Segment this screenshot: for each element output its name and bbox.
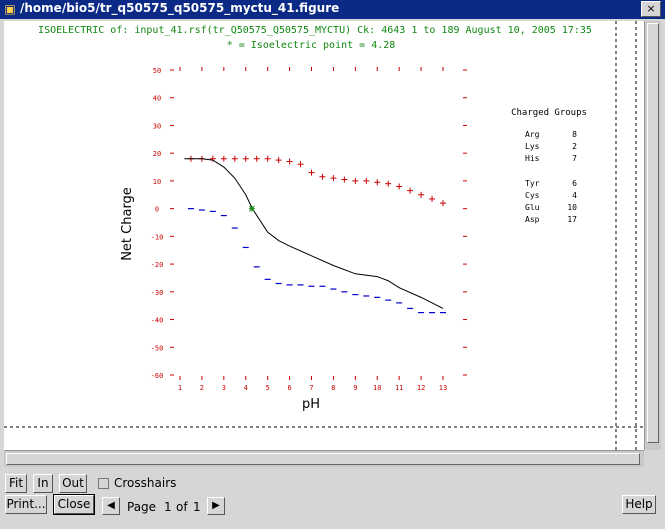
print-button[interactable]: Print... <box>5 495 47 514</box>
legend-group-name: Tyr <box>525 179 540 188</box>
arrow-right-icon: ▶ <box>212 500 220 511</box>
legend-group-name: Asp <box>525 215 540 224</box>
x-tick-label: 13 <box>439 384 447 392</box>
help-button[interactable]: Help <box>622 495 656 514</box>
figure-header-line1: ISOELECTRIC of: input_41.rsf(tr_Q50575_Q… <box>38 25 592 36</box>
arrow-left-icon: ◀ <box>107 500 115 511</box>
next-page-button[interactable]: ▶ <box>207 497 225 515</box>
x-tick-label: 3 <box>222 384 226 392</box>
legend-group-name: Arg <box>525 130 540 139</box>
y-tick-label: -30 <box>151 289 164 297</box>
vertical-scrollbar[interactable] <box>644 21 661 450</box>
legend-group-count: 4 <box>572 191 577 200</box>
legend-group-count: 10 <box>567 203 577 212</box>
y-tick-label: 10 <box>153 178 161 186</box>
horizontal-scrollbar[interactable] <box>4 450 644 467</box>
legend-group-name: Glu <box>525 203 540 212</box>
x-tick-label: 6 <box>287 384 291 392</box>
figure-header-line2: * = Isoelectric point = 4.28 <box>227 40 396 51</box>
y-tick-label: -40 <box>151 317 164 325</box>
y-tick-label: 0 <box>155 206 159 214</box>
charged-groups-legend: Charged Groups Arg 8 Lys 2 His 7 Tyr 6 Cys 4 Glu 10… <box>511 108 587 224</box>
zoom-out-button[interactable]: Out <box>59 474 87 493</box>
legend-group-name: Cys <box>525 191 540 200</box>
chart-xlabel: pH <box>302 397 320 412</box>
net-charge-line <box>184 158 444 309</box>
window-title: /home/bio5/tr_q50575_q50575_myctu_41.fig… <box>20 1 340 15</box>
y-tick-label: -10 <box>151 233 164 241</box>
x-tick-label: 8 <box>331 384 335 392</box>
legend-group-name: His <box>525 154 540 163</box>
y-tick-label: -60 <box>151 372 164 380</box>
legend-group-name: Lys <box>525 142 540 151</box>
x-tick-label: 2 <box>200 384 204 392</box>
legend-group-count: 2 <box>572 142 577 151</box>
x-tick-label: 4 <box>244 384 248 392</box>
legend-group-count: 6 <box>572 179 577 188</box>
figure-canvas[interactable]: ISOELECTRIC of: input_41.rsf(tr_Q50575_Q… <box>4 21 644 450</box>
fit-button[interactable]: Fit <box>5 474 27 493</box>
y-tick-label: 30 <box>153 122 161 130</box>
chart-ylabel: Net Charge <box>120 187 135 261</box>
zoom-in-button[interactable]: In <box>33 474 53 493</box>
y-tick-label: 50 <box>153 67 161 75</box>
x-tick-label: 7 <box>309 384 313 392</box>
page-total: 1 <box>193 500 201 514</box>
page-of: of <box>176 500 188 514</box>
legend-title: Charged Groups <box>511 108 587 118</box>
x-tick-label: 10 <box>373 384 381 392</box>
legend-group-count: 8 <box>572 130 577 139</box>
window-close-button[interactable]: × <box>641 1 661 17</box>
legend-group-count: 17 <box>567 215 577 224</box>
y-tick-label: -20 <box>151 261 164 269</box>
crosshairs-checkbox[interactable] <box>98 478 109 489</box>
crosshairs-label: Crosshairs <box>114 476 177 490</box>
prev-page-button[interactable]: ◀ <box>102 497 120 515</box>
window-menu-icon[interactable]: ▣ <box>4 2 16 16</box>
page-current: 1 <box>164 500 172 514</box>
page-label: Page <box>127 500 157 514</box>
y-tick-label: -50 <box>151 344 164 352</box>
close-button[interactable]: Close <box>53 494 95 515</box>
horizontal-scroll-thumb[interactable] <box>6 453 640 465</box>
y-tick-label: 20 <box>153 150 161 158</box>
isoelectric-chart: ISOELECTRIC of: input_41.rsf(tr_Q50575_Q… <box>4 21 644 450</box>
vertical-scroll-thumb[interactable] <box>647 23 659 443</box>
window-titlebar[interactable]: ▣ /home/bio5/tr_q50575_q50575_myctu_41.f… <box>0 0 665 19</box>
isoelectric-point-marker <box>248 205 255 212</box>
x-tick-label: 9 <box>353 384 357 392</box>
x-tick-label: 5 <box>266 384 270 392</box>
x-tick-label: 11 <box>395 384 403 392</box>
y-tick-label: 40 <box>153 95 161 103</box>
x-tick-label: 12 <box>417 384 425 392</box>
x-tick-label: 1 <box>178 384 182 392</box>
chart-marks <box>184 155 446 314</box>
legend-group-count: 7 <box>572 154 577 163</box>
